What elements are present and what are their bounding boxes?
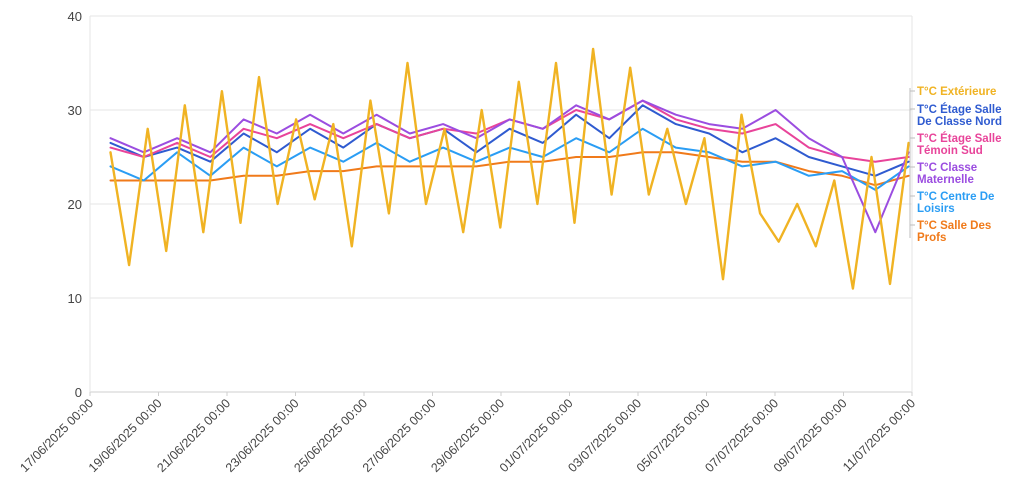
y-tick-label: 0: [75, 385, 82, 400]
series-lines: [109, 47, 910, 290]
x-tick-label: 23/06/2025 00:00: [223, 396, 302, 475]
grid-lines: [90, 15, 912, 299]
x-tick-label: 29/06/2025 00:00: [428, 396, 507, 475]
x-tick-label: 19/06/2025 00:00: [86, 396, 165, 475]
legend-label: T°C Centre De: [917, 191, 994, 203]
legend-label: T°C Extérieure: [917, 86, 996, 98]
x-tick-label: 07/07/2025 00:00: [702, 396, 781, 475]
x-tick-label: 09/07/2025 00:00: [771, 396, 850, 475]
legend-label: Loisirs: [917, 203, 955, 215]
legend-label: Profs: [917, 232, 946, 244]
legend-label: T°C Étage Salle: [917, 132, 1002, 145]
legend-label: Maternelle: [917, 174, 974, 186]
legend-label: T°C Étage Salle: [917, 103, 1002, 116]
x-tick-label: 27/06/2025 00:00: [360, 396, 439, 475]
x-tick-label: 03/07/2025 00:00: [565, 396, 644, 475]
x-tick-label: 05/07/2025 00:00: [634, 396, 713, 475]
x-tick-label: 11/07/2025 00:00: [840, 396, 918, 474]
x-tick-label: 21/06/2025 00:00: [154, 396, 233, 475]
x-tick-label: 01/07/2025 00:00: [497, 396, 576, 475]
series-line: [109, 47, 910, 290]
y-tick-label: 30: [68, 103, 82, 118]
series-line: [109, 99, 910, 234]
legend-label: De Classe Nord: [917, 116, 1002, 128]
y-tick-label: 40: [68, 9, 82, 24]
y-tick-label: 20: [68, 197, 82, 212]
legend-label: Témoin Sud: [917, 145, 983, 157]
x-tick-label: 17/06/2025 00:00: [17, 396, 96, 475]
x-tick-label: 25/06/2025 00:00: [291, 396, 370, 475]
legend-label: T°C Salle Des: [917, 220, 991, 232]
legend-label: T°C Classe: [917, 162, 977, 174]
series-line: [109, 104, 910, 177]
y-tick-label: 10: [68, 291, 82, 306]
